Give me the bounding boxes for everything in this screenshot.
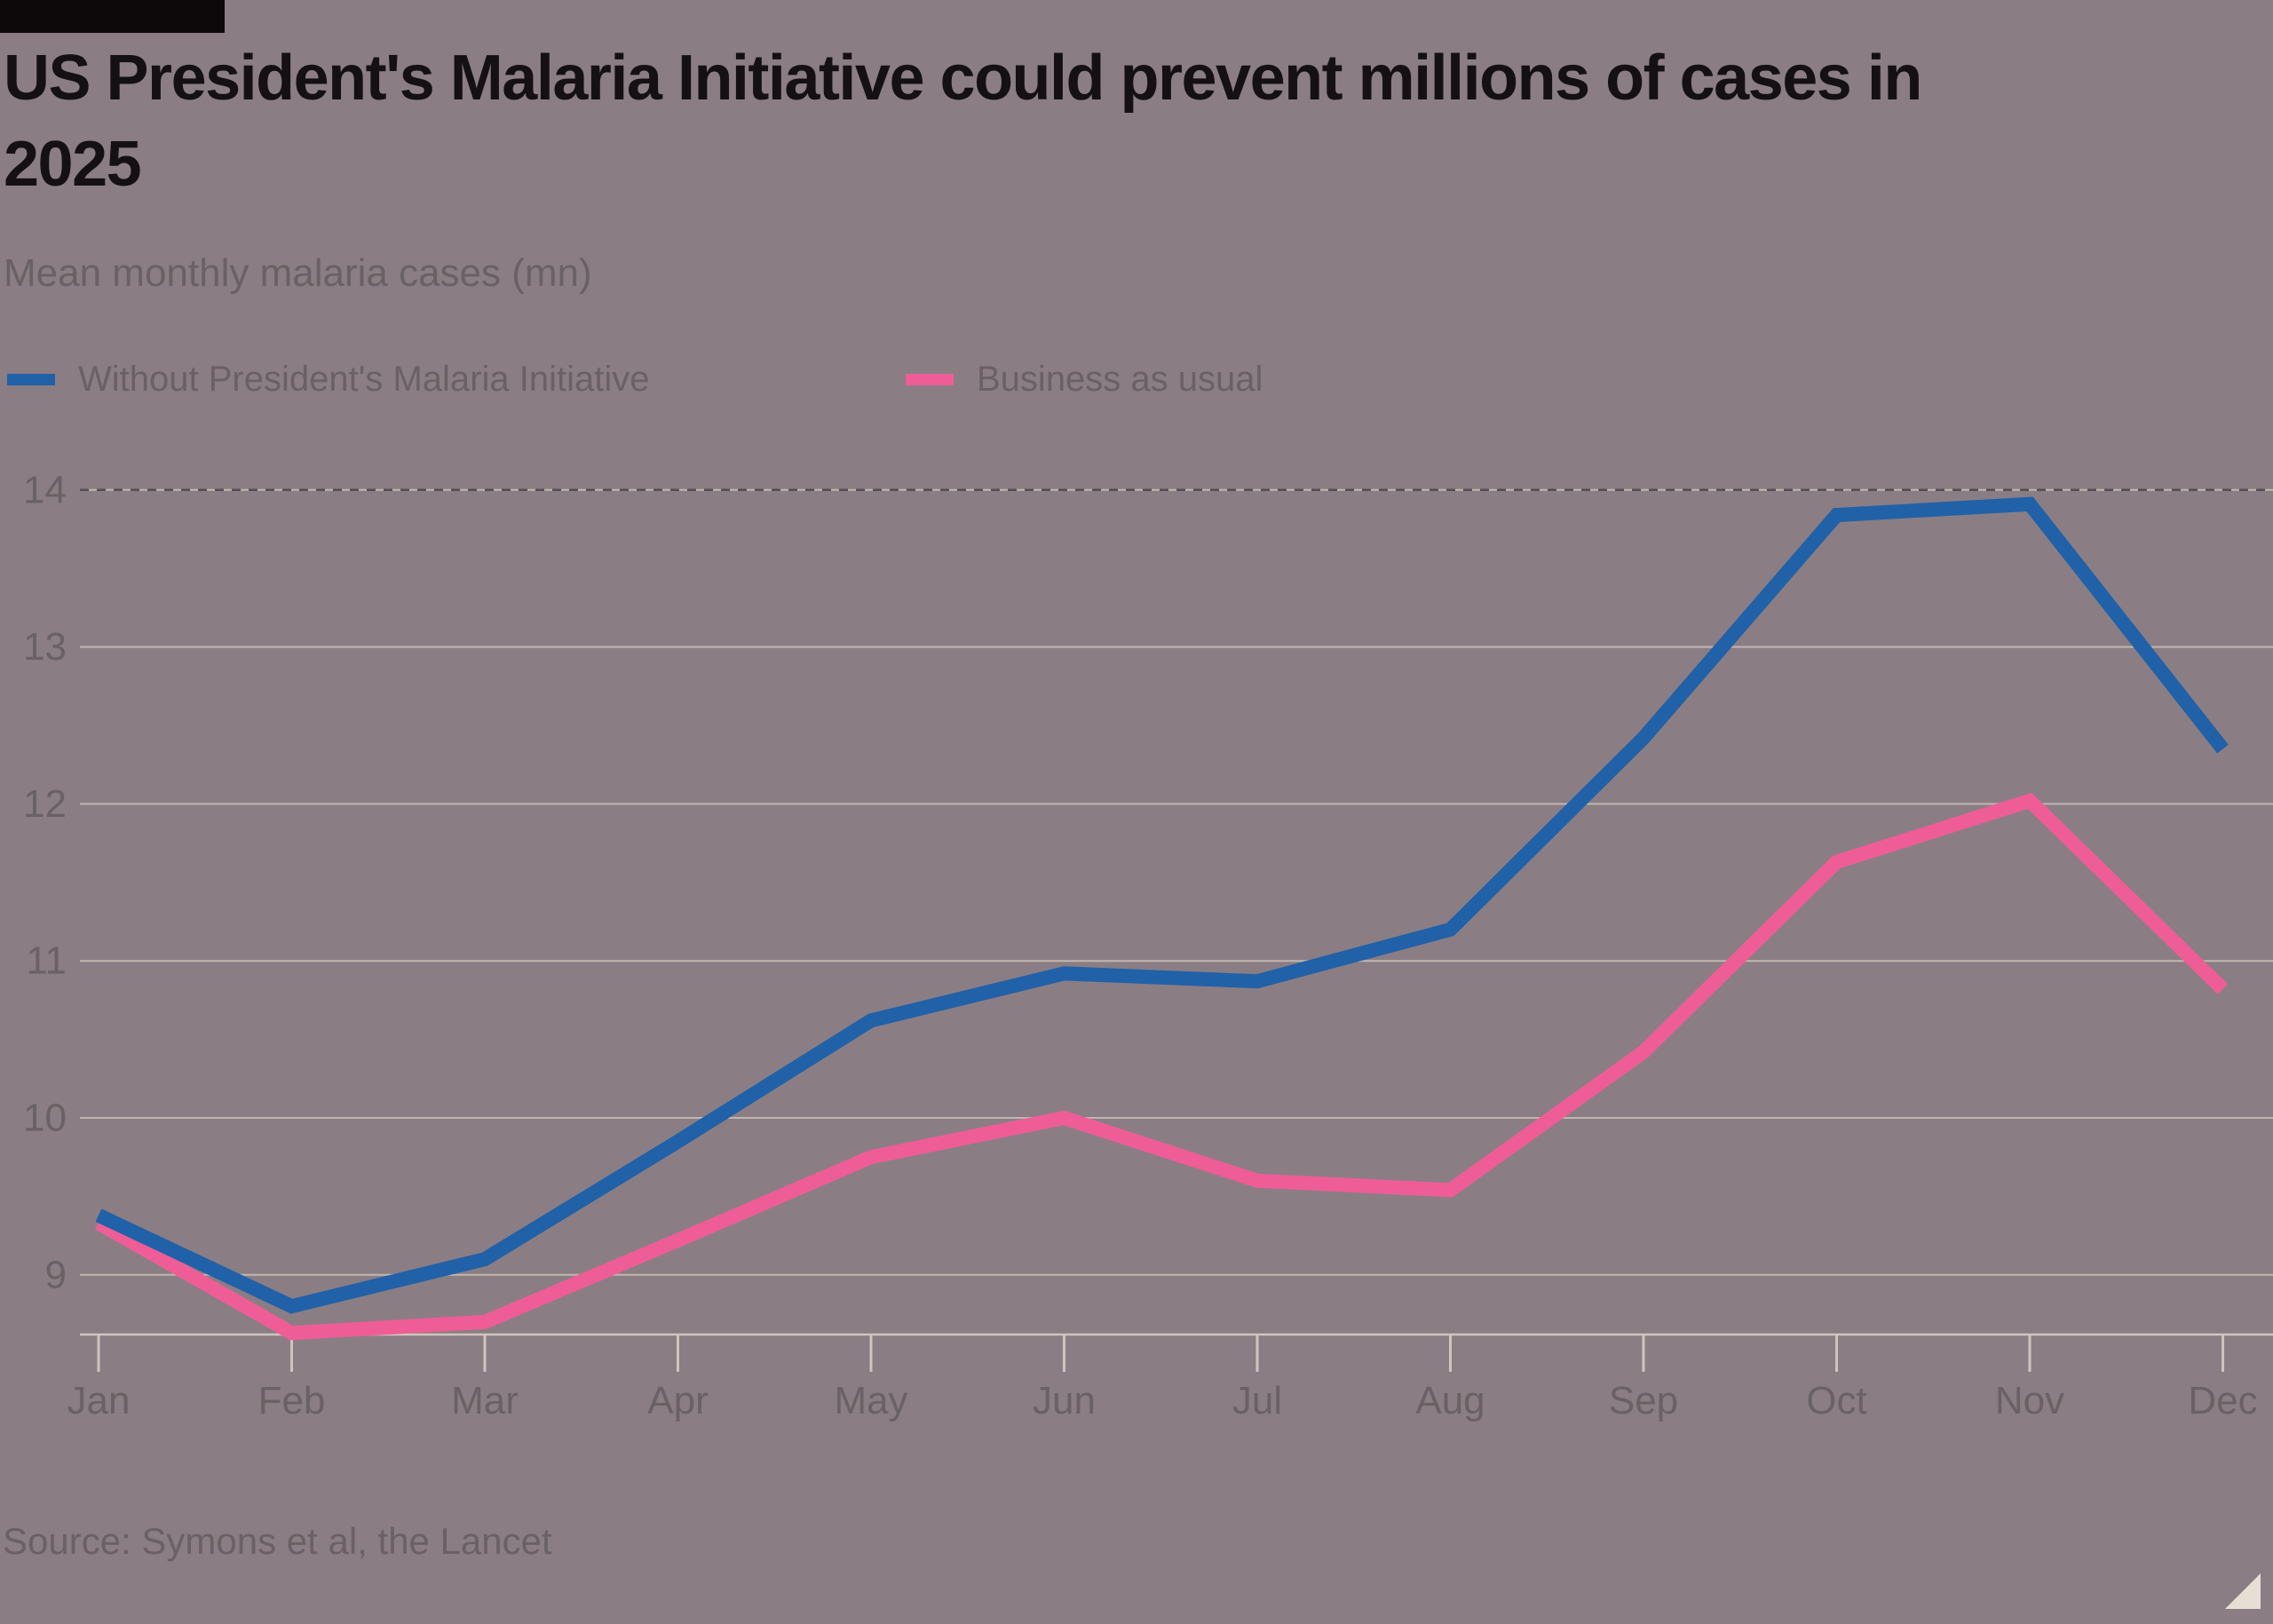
x-axis-label-feb: Feb xyxy=(258,1379,326,1422)
chart-title-line2: 2025 xyxy=(4,129,142,200)
y-axis-label-12: 12 xyxy=(23,782,67,826)
y-axis-label-14: 14 xyxy=(23,468,67,511)
x-axis-label-may: May xyxy=(834,1379,907,1422)
y-axis-label-11: 11 xyxy=(26,939,67,983)
y-axis-label-10: 10 xyxy=(23,1097,67,1140)
x-axis-label-aug: Aug xyxy=(1415,1379,1485,1422)
legend-item-business-as-usual: Business as usual xyxy=(906,360,1263,399)
series-line-business-as-usual xyxy=(95,792,2229,1341)
x-axis-label-dec: Dec xyxy=(2188,1379,2257,1422)
x-axis-label-apr: Apr xyxy=(647,1379,708,1422)
chart-title: US President's Malaria Initiative could … xyxy=(4,36,1922,208)
chart-title-line1: US President's Malaria Initiative could … xyxy=(4,43,1922,114)
legend-swatch-pink xyxy=(906,373,954,385)
y-axis-label-9: 9 xyxy=(45,1253,67,1296)
brand-bar xyxy=(0,0,225,33)
legend-label-business-as-usual: Business as usual xyxy=(977,359,1263,399)
x-axis-label-mar: Mar xyxy=(451,1379,519,1422)
source-note: Source: Symons et al, the Lancet xyxy=(3,1520,552,1562)
series-line-without-president-s-malaria-initiative xyxy=(95,496,2229,1314)
x-axis-label-jun: Jun xyxy=(1033,1379,1096,1422)
x-axis-label-nov: Nov xyxy=(1995,1379,2064,1422)
y-axis-label-13: 13 xyxy=(23,625,67,669)
x-axis-label-jan: Jan xyxy=(67,1379,131,1422)
legend-swatch-blue xyxy=(7,373,55,385)
chart-subtitle: Mean monthly malaria cases (mn) xyxy=(4,251,592,295)
x-axis-label-sep: Sep xyxy=(1609,1379,1678,1422)
x-axis-label-jul: Jul xyxy=(1232,1379,1282,1422)
legend-item-without-pmi: Without President's Malaria Initiative xyxy=(7,360,649,399)
x-axis-label-oct: Oct xyxy=(1806,1379,1866,1422)
legend-label-without-pmi: Without President's Malaria Initiative xyxy=(78,359,650,399)
